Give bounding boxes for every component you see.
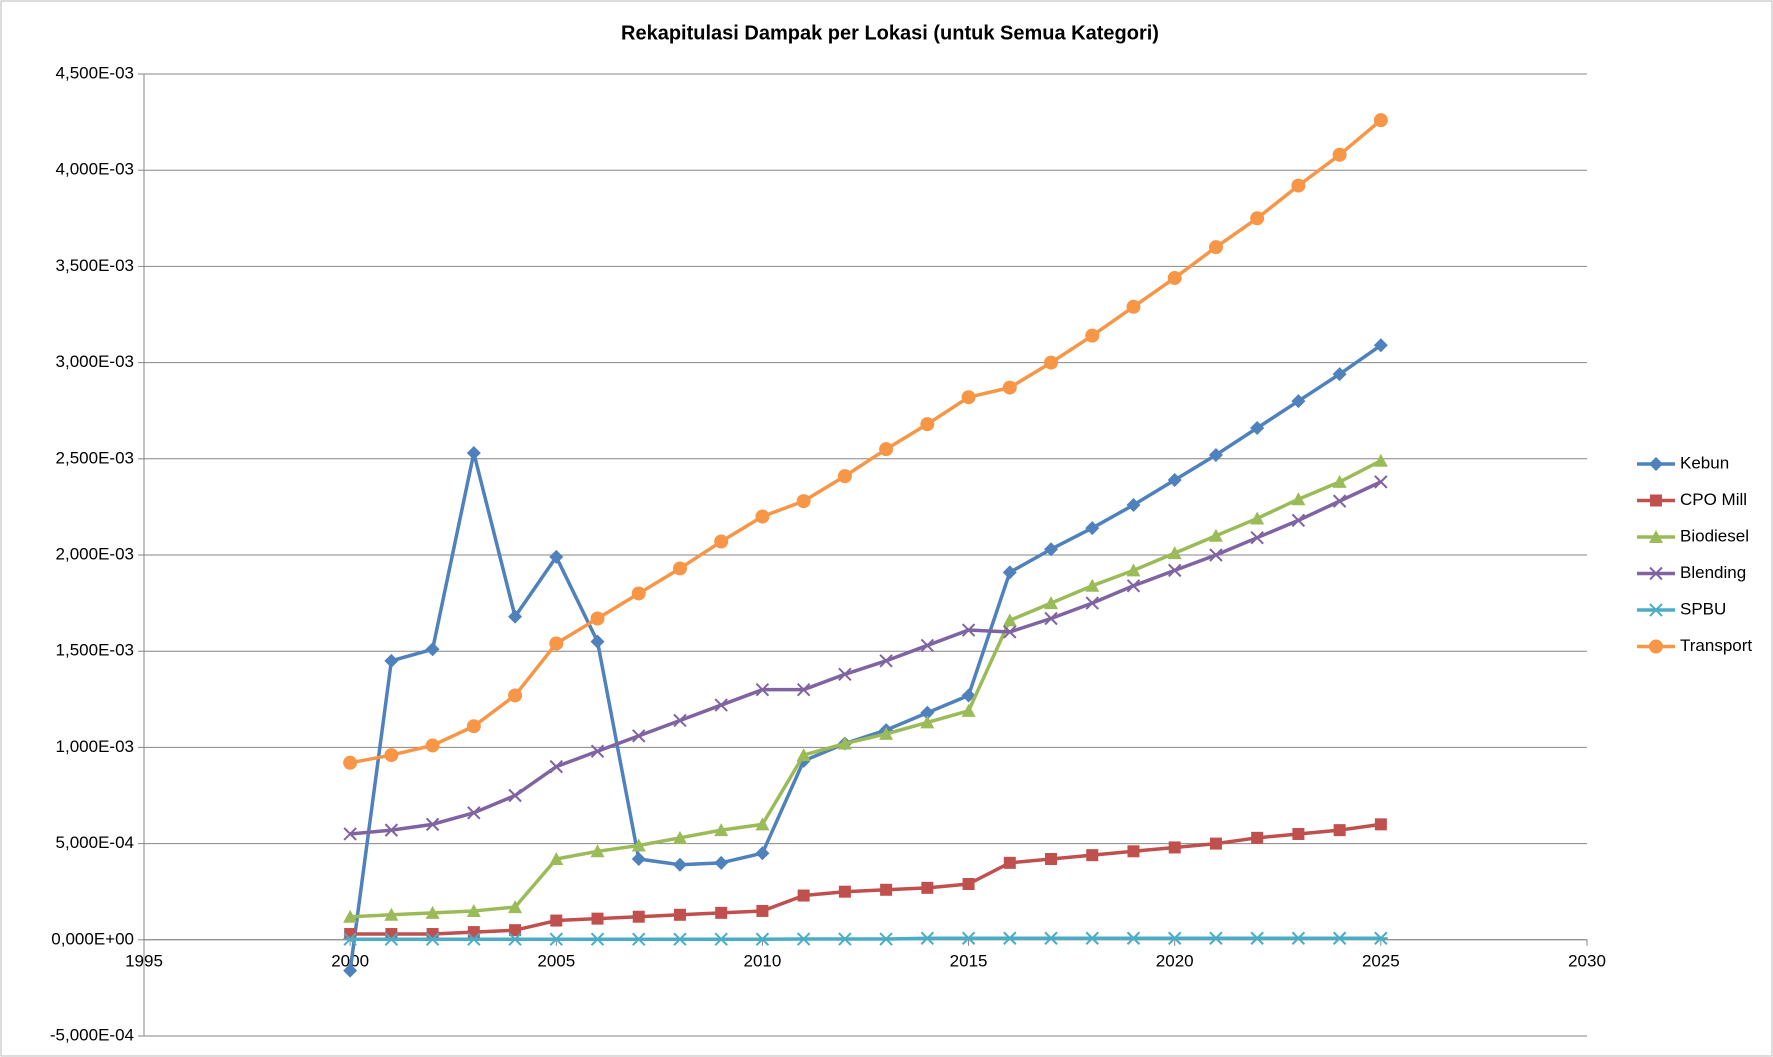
marker [797,494,811,508]
marker [1374,113,1388,127]
x-tick-label: 2030 [1568,951,1606,970]
x-tick-label: 2010 [744,951,782,970]
marker [880,884,892,896]
marker [1333,148,1347,162]
marker [1650,495,1662,507]
y-tick-label: 0,000E+00 [51,929,134,948]
marker [1086,849,1098,861]
marker [674,909,686,921]
x-tick-label: 2025 [1362,951,1400,970]
legend-label: SPBU [1680,599,1726,618]
y-tick-label: 2,500E-03 [56,448,134,467]
x-tick-label: 2020 [1156,951,1194,970]
x-tick-label: 1995 [125,951,163,970]
marker [715,907,727,919]
marker [1210,838,1222,850]
marker [508,688,522,702]
legend-label: Biodiesel [1680,526,1749,545]
marker [1169,841,1181,853]
x-tick-label: 2015 [950,951,988,970]
marker [962,390,976,404]
legend-label: Kebun [1680,453,1729,472]
marker [921,882,933,894]
marker [1085,329,1099,343]
marker [1044,356,1058,370]
marker [920,417,934,431]
y-tick-label: 1,500E-03 [56,641,134,660]
y-tick-label: 4,500E-03 [56,63,134,82]
marker [1291,179,1305,193]
legend-label: Blending [1680,563,1746,582]
marker [384,748,398,762]
marker [714,535,728,549]
marker [1250,211,1264,225]
marker [1334,824,1346,836]
chart-border [1,1,1772,1056]
marker [963,878,975,890]
marker [755,510,769,524]
marker [467,719,481,733]
marker [1126,300,1140,314]
marker [1045,853,1057,865]
y-tick-label: 3,500E-03 [56,256,134,275]
marker [879,442,893,456]
marker [1127,845,1139,857]
marker [838,469,852,483]
marker [549,637,563,651]
marker [633,911,645,923]
legend-label: Transport [1680,636,1752,655]
marker [1209,240,1223,254]
legend-label: CPO Mill [1680,490,1747,509]
x-tick-label: 2005 [537,951,575,970]
marker [673,561,687,575]
marker [426,738,440,752]
marker [1003,381,1017,395]
marker [1251,832,1263,844]
marker [550,915,562,927]
marker [591,611,605,625]
marker [756,905,768,917]
marker [1004,857,1016,869]
chart-title: Rekapitulasi Dampak per Lokasi (untuk Se… [621,22,1159,44]
marker [343,756,357,770]
series-line [350,938,1381,939]
marker [1292,828,1304,840]
marker [632,586,646,600]
y-tick-label: -5,000E-04 [50,1025,134,1044]
marker [1168,271,1182,285]
marker [798,890,810,902]
marker [839,886,851,898]
y-tick-label: 4,000E-03 [56,160,134,179]
marker [1649,640,1663,654]
marker [1375,818,1387,830]
y-tick-label: 2,000E-03 [56,544,134,563]
y-tick-label: 3,000E-03 [56,352,134,371]
y-tick-label: 1,000E-03 [56,737,134,756]
chart: Rekapitulasi Dampak per Lokasi (untuk Se… [0,0,1773,1057]
marker [592,913,604,925]
y-tick-label: 5,000E-04 [56,833,134,852]
